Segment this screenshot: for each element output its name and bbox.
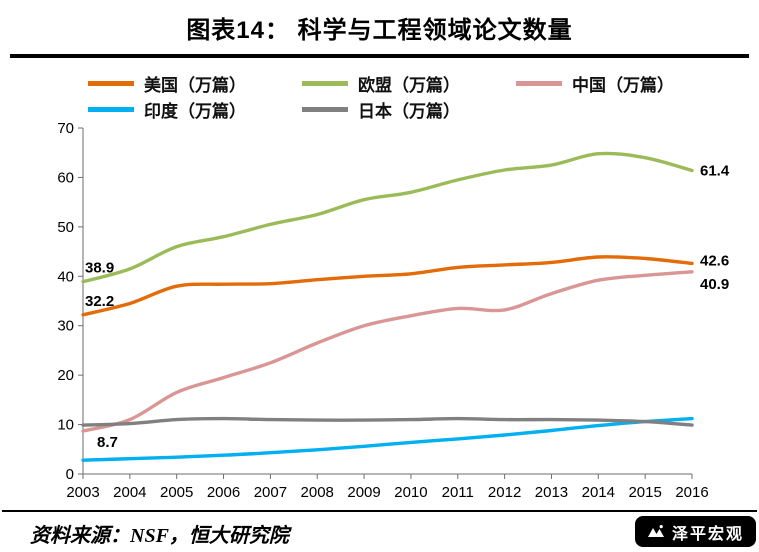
y-tick-label: 30 [57, 318, 74, 335]
y-tick-label: 40 [57, 268, 74, 285]
x-tick-label: 2006 [207, 484, 240, 501]
legend-item-eu: 欧盟（万篇） [302, 72, 516, 95]
x-tick-label: 2004 [113, 484, 146, 501]
chart-svg: 0 10 20 30 40 50 60 70 2003 2004 2005 2006 2007 2008 2… [57, 120, 730, 501]
x-tick-label: 2012 [488, 484, 521, 501]
x-tick-label: 2003 [66, 484, 99, 501]
legend-item-japan: 日本（万篇） [302, 98, 516, 121]
legend-label-india: 印度（万篇） [144, 101, 246, 121]
series-line-eu [81, 151, 694, 284]
watermark-text: 泽平宏观 [671, 525, 744, 543]
legend-swatch-eu [302, 80, 348, 86]
watermark-badge: 泽平宏观 [634, 516, 756, 547]
x-tick-label: 2010 [394, 484, 427, 501]
x-tick-label: 2013 [535, 484, 568, 501]
legend-item-usa: 美国（万篇） [88, 72, 302, 95]
data-label-eu-2016: 61.4 [700, 163, 730, 180]
x-tick-label: 2007 [254, 484, 287, 501]
series-line-usa [81, 255, 694, 317]
legend-swatch-china [516, 80, 562, 86]
data-label-china-2016: 40.9 [700, 276, 729, 293]
y-tick-label: 50 [57, 219, 74, 236]
legend-swatch-japan [302, 106, 348, 112]
data-label-eu-2003: 38.9 [85, 260, 114, 277]
x-tick-label: 2016 [675, 484, 708, 501]
legend: 美国（万篇） 欧盟（万篇） 中国（万篇） 印度（万篇） 日本（万篇） [88, 72, 759, 121]
data-label-usa-2003: 32.2 [85, 293, 114, 310]
data-label-china-2003: 8.7 [97, 434, 118, 451]
series-line-china [81, 270, 694, 433]
x-tick-label: 2014 [582, 484, 615, 501]
y-tick-label: 60 [57, 169, 74, 186]
source-text: 资料来源：NSF，恒大研究院 [30, 525, 289, 547]
data-label-usa-2016: 42.6 [700, 252, 729, 269]
footer-divider [2, 510, 757, 512]
y-tick-label: 20 [57, 367, 74, 384]
x-tick-label: 2005 [160, 484, 193, 501]
footer: 资料来源：NSF，恒大研究院 泽平宏观 [0, 512, 759, 552]
title-divider [10, 54, 749, 58]
mountain-logo-icon [647, 524, 664, 537]
legend-label-china: 中国（万篇） [572, 75, 674, 95]
series-line-india [81, 416, 694, 462]
y-tick-label: 70 [57, 120, 74, 137]
x-tick-label: 2008 [301, 484, 334, 501]
legend-label-eu: 欧盟（万篇） [358, 75, 460, 95]
legend-label-japan: 日本（万篇） [358, 101, 460, 121]
x-tick-label: 2011 [442, 484, 474, 501]
legend-item-china: 中国（万篇） [516, 72, 730, 95]
chart-title: 图表14： 科学与工程领域论文数量 [186, 17, 573, 44]
x-tick-label: 2015 [628, 484, 661, 501]
x-tick-label: 2009 [347, 484, 380, 501]
series-line-japan [81, 416, 694, 427]
legend-item-india: 印度（万篇） [88, 98, 302, 121]
legend-swatch-india [88, 106, 134, 112]
legend-swatch-usa [88, 80, 134, 86]
legend-label-usa: 美国（万篇） [144, 75, 246, 95]
y-tick-label: 10 [57, 417, 74, 434]
y-tick-label: 0 [66, 466, 74, 483]
